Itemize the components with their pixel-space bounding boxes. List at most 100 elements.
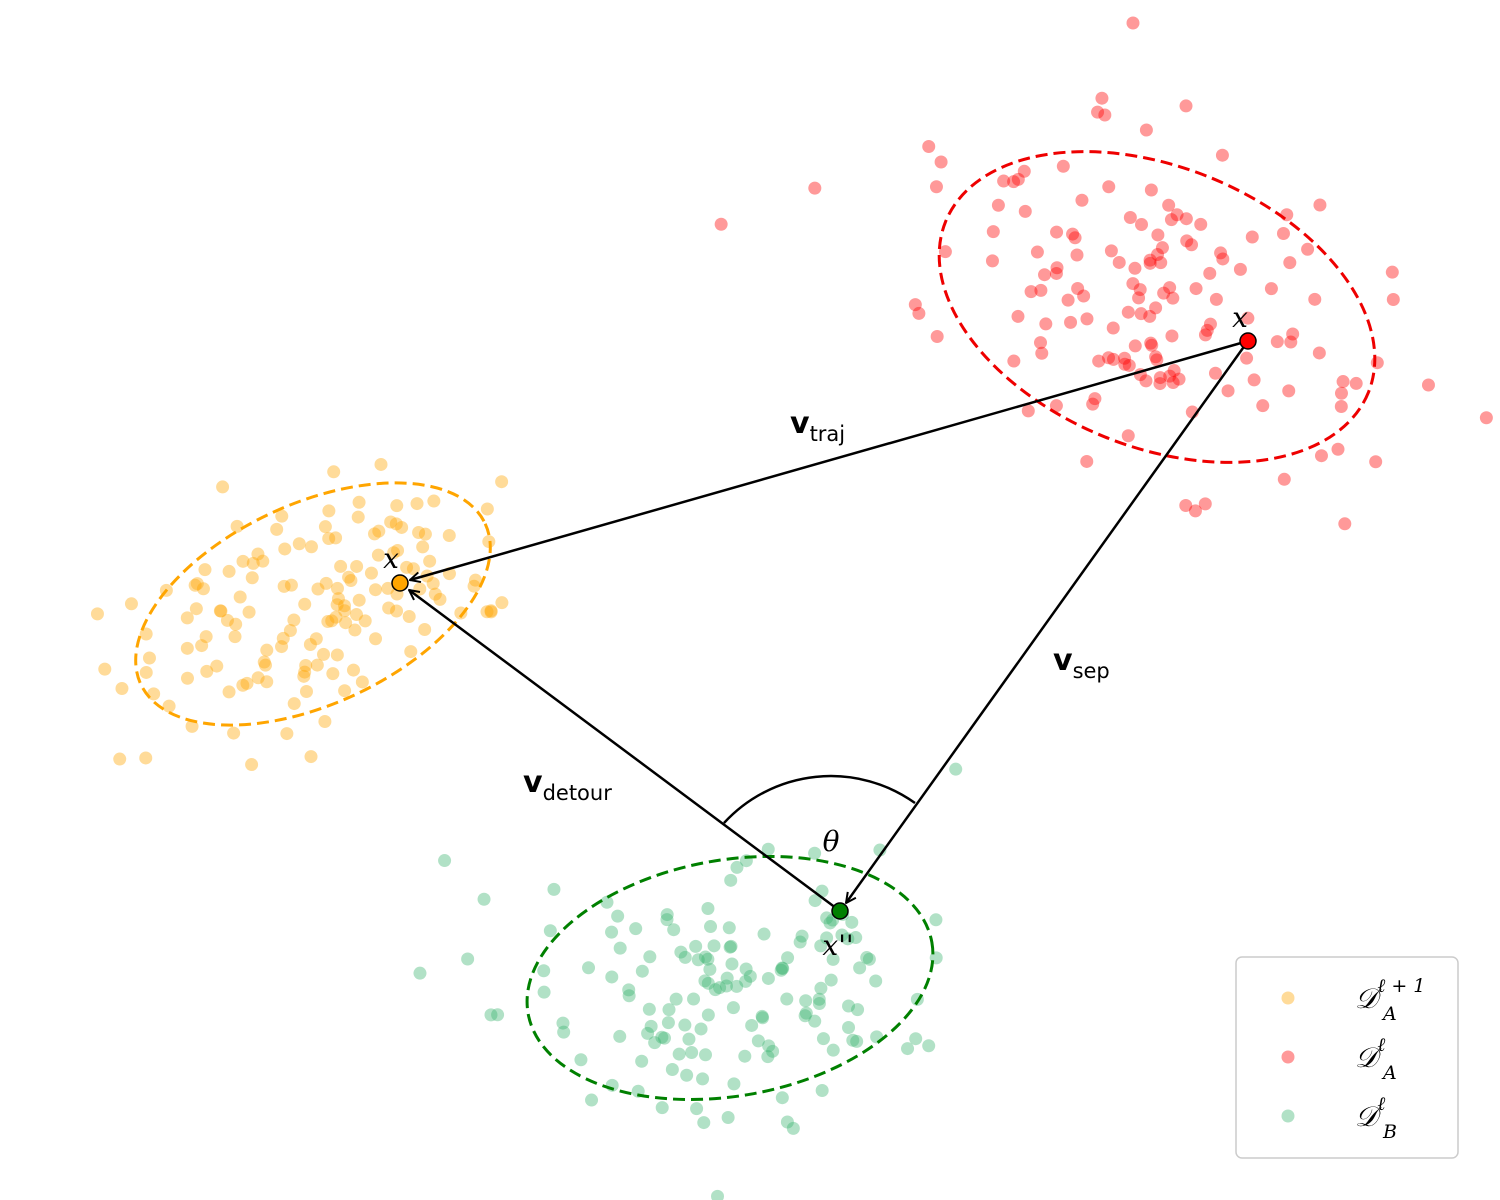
scatter-dot bbox=[256, 554, 270, 568]
scatter-dot bbox=[461, 952, 475, 966]
scatter-dot bbox=[1034, 283, 1048, 297]
scatter-dot bbox=[1479, 411, 1493, 425]
scatter-dot bbox=[815, 1083, 829, 1097]
scatter-dot bbox=[395, 520, 409, 534]
scatter-dot bbox=[358, 614, 372, 628]
scatter-dot bbox=[1276, 226, 1290, 240]
scatter-dot bbox=[730, 860, 744, 874]
scatter-dot bbox=[484, 604, 498, 618]
scatter-dot bbox=[1050, 261, 1064, 275]
scatter-dot bbox=[682, 1032, 696, 1046]
scatter-dot bbox=[842, 999, 856, 1013]
scatter-dot bbox=[1185, 238, 1199, 252]
scatter-dot bbox=[537, 985, 551, 999]
scatter-dot bbox=[557, 1025, 571, 1039]
scatter-dot bbox=[714, 217, 728, 231]
scatter-dot bbox=[1277, 472, 1291, 486]
scatter-dot bbox=[1017, 164, 1031, 178]
scatter-dot bbox=[655, 1101, 669, 1115]
scatter-dot bbox=[1208, 366, 1222, 380]
scatter-dot bbox=[283, 624, 297, 638]
scatter-dot bbox=[793, 935, 807, 949]
scatter-dot bbox=[322, 504, 336, 518]
scatter-dot bbox=[1198, 497, 1212, 511]
scatter-dot bbox=[1118, 351, 1132, 365]
scatter-dot bbox=[369, 583, 383, 597]
scatter-dot bbox=[725, 957, 739, 971]
scatter-dot bbox=[862, 952, 876, 966]
scatter-dot bbox=[355, 675, 369, 689]
scatter-dot bbox=[1075, 193, 1089, 207]
scatter-dot bbox=[751, 1034, 765, 1048]
scatter-dot bbox=[644, 1019, 658, 1033]
scatter-dot bbox=[687, 992, 701, 1006]
scatter-dot bbox=[467, 579, 481, 593]
scatter-dot bbox=[352, 593, 366, 607]
scatter-dot bbox=[1139, 123, 1153, 137]
scatter-dot bbox=[391, 543, 405, 557]
scatter-dot bbox=[985, 254, 999, 268]
scatter-dot bbox=[665, 1062, 679, 1076]
scatter-dot bbox=[1143, 253, 1157, 267]
scatter-dot bbox=[280, 727, 294, 741]
scatter-dot bbox=[124, 597, 138, 611]
scatter-dot bbox=[1170, 208, 1184, 222]
scatter-dot bbox=[330, 648, 344, 662]
scatter-dot bbox=[761, 971, 775, 985]
scatter-dot bbox=[657, 1031, 671, 1045]
scatter-dot bbox=[1128, 261, 1142, 275]
scatter-dot bbox=[374, 457, 388, 471]
scatter-dot bbox=[845, 915, 859, 929]
scatter-dot bbox=[196, 582, 210, 596]
scatter-dot bbox=[1247, 373, 1261, 387]
scatter-dot bbox=[227, 726, 241, 740]
legend-sup: ℓ bbox=[1377, 1093, 1385, 1115]
scatter-dot bbox=[1068, 231, 1082, 245]
scatter-dot bbox=[325, 614, 339, 628]
scatter-dot bbox=[240, 676, 254, 690]
scatter-dot bbox=[200, 664, 214, 678]
scatter-dot bbox=[678, 1018, 692, 1032]
scatter-dot bbox=[382, 601, 396, 615]
scatter-dot bbox=[727, 1077, 741, 1091]
scatter-dot bbox=[723, 940, 737, 954]
scatter-dot bbox=[689, 939, 703, 953]
scatter-dot bbox=[480, 605, 494, 619]
scatter-dot bbox=[543, 924, 557, 938]
scatter-dot bbox=[1421, 378, 1435, 392]
scatter-dot bbox=[233, 590, 247, 604]
scatter-dot bbox=[246, 556, 260, 570]
scatter-dot bbox=[991, 198, 1005, 212]
scatter-dot bbox=[743, 969, 757, 983]
scatter-dot bbox=[826, 1043, 840, 1057]
scatter-dot bbox=[929, 913, 943, 927]
scatter-dot bbox=[1139, 374, 1153, 388]
scatter-dot bbox=[304, 540, 318, 554]
scatter-dot bbox=[228, 630, 242, 644]
scatter-dot bbox=[477, 892, 491, 906]
scatter-dot bbox=[1121, 305, 1135, 319]
scatter-dot bbox=[113, 752, 127, 766]
scatter-dot bbox=[762, 1039, 776, 1053]
scatter-dot bbox=[930, 329, 944, 343]
scatter-dot bbox=[330, 581, 344, 595]
scatter-dot bbox=[222, 564, 236, 578]
scatter-dot bbox=[372, 524, 386, 538]
scatter-dot bbox=[1070, 248, 1084, 262]
scatter-dot bbox=[704, 920, 718, 934]
scatter-dot bbox=[820, 931, 834, 945]
scatter-dot bbox=[416, 540, 430, 554]
point-marker bbox=[831, 902, 849, 920]
scatter-dot bbox=[199, 630, 213, 644]
scatter-dot bbox=[1301, 242, 1315, 256]
scatter-dot bbox=[1007, 175, 1021, 189]
scatter-dot bbox=[1216, 252, 1230, 266]
legend-sub: B bbox=[1382, 1121, 1397, 1143]
scatter-dot bbox=[860, 951, 874, 965]
scatter-dot bbox=[1021, 404, 1035, 418]
scatter-dot bbox=[1080, 312, 1094, 326]
scatter-dot bbox=[426, 577, 440, 591]
scatter-dot bbox=[349, 608, 363, 622]
scatter-dot bbox=[423, 554, 437, 568]
scatter-dot bbox=[1033, 336, 1047, 350]
